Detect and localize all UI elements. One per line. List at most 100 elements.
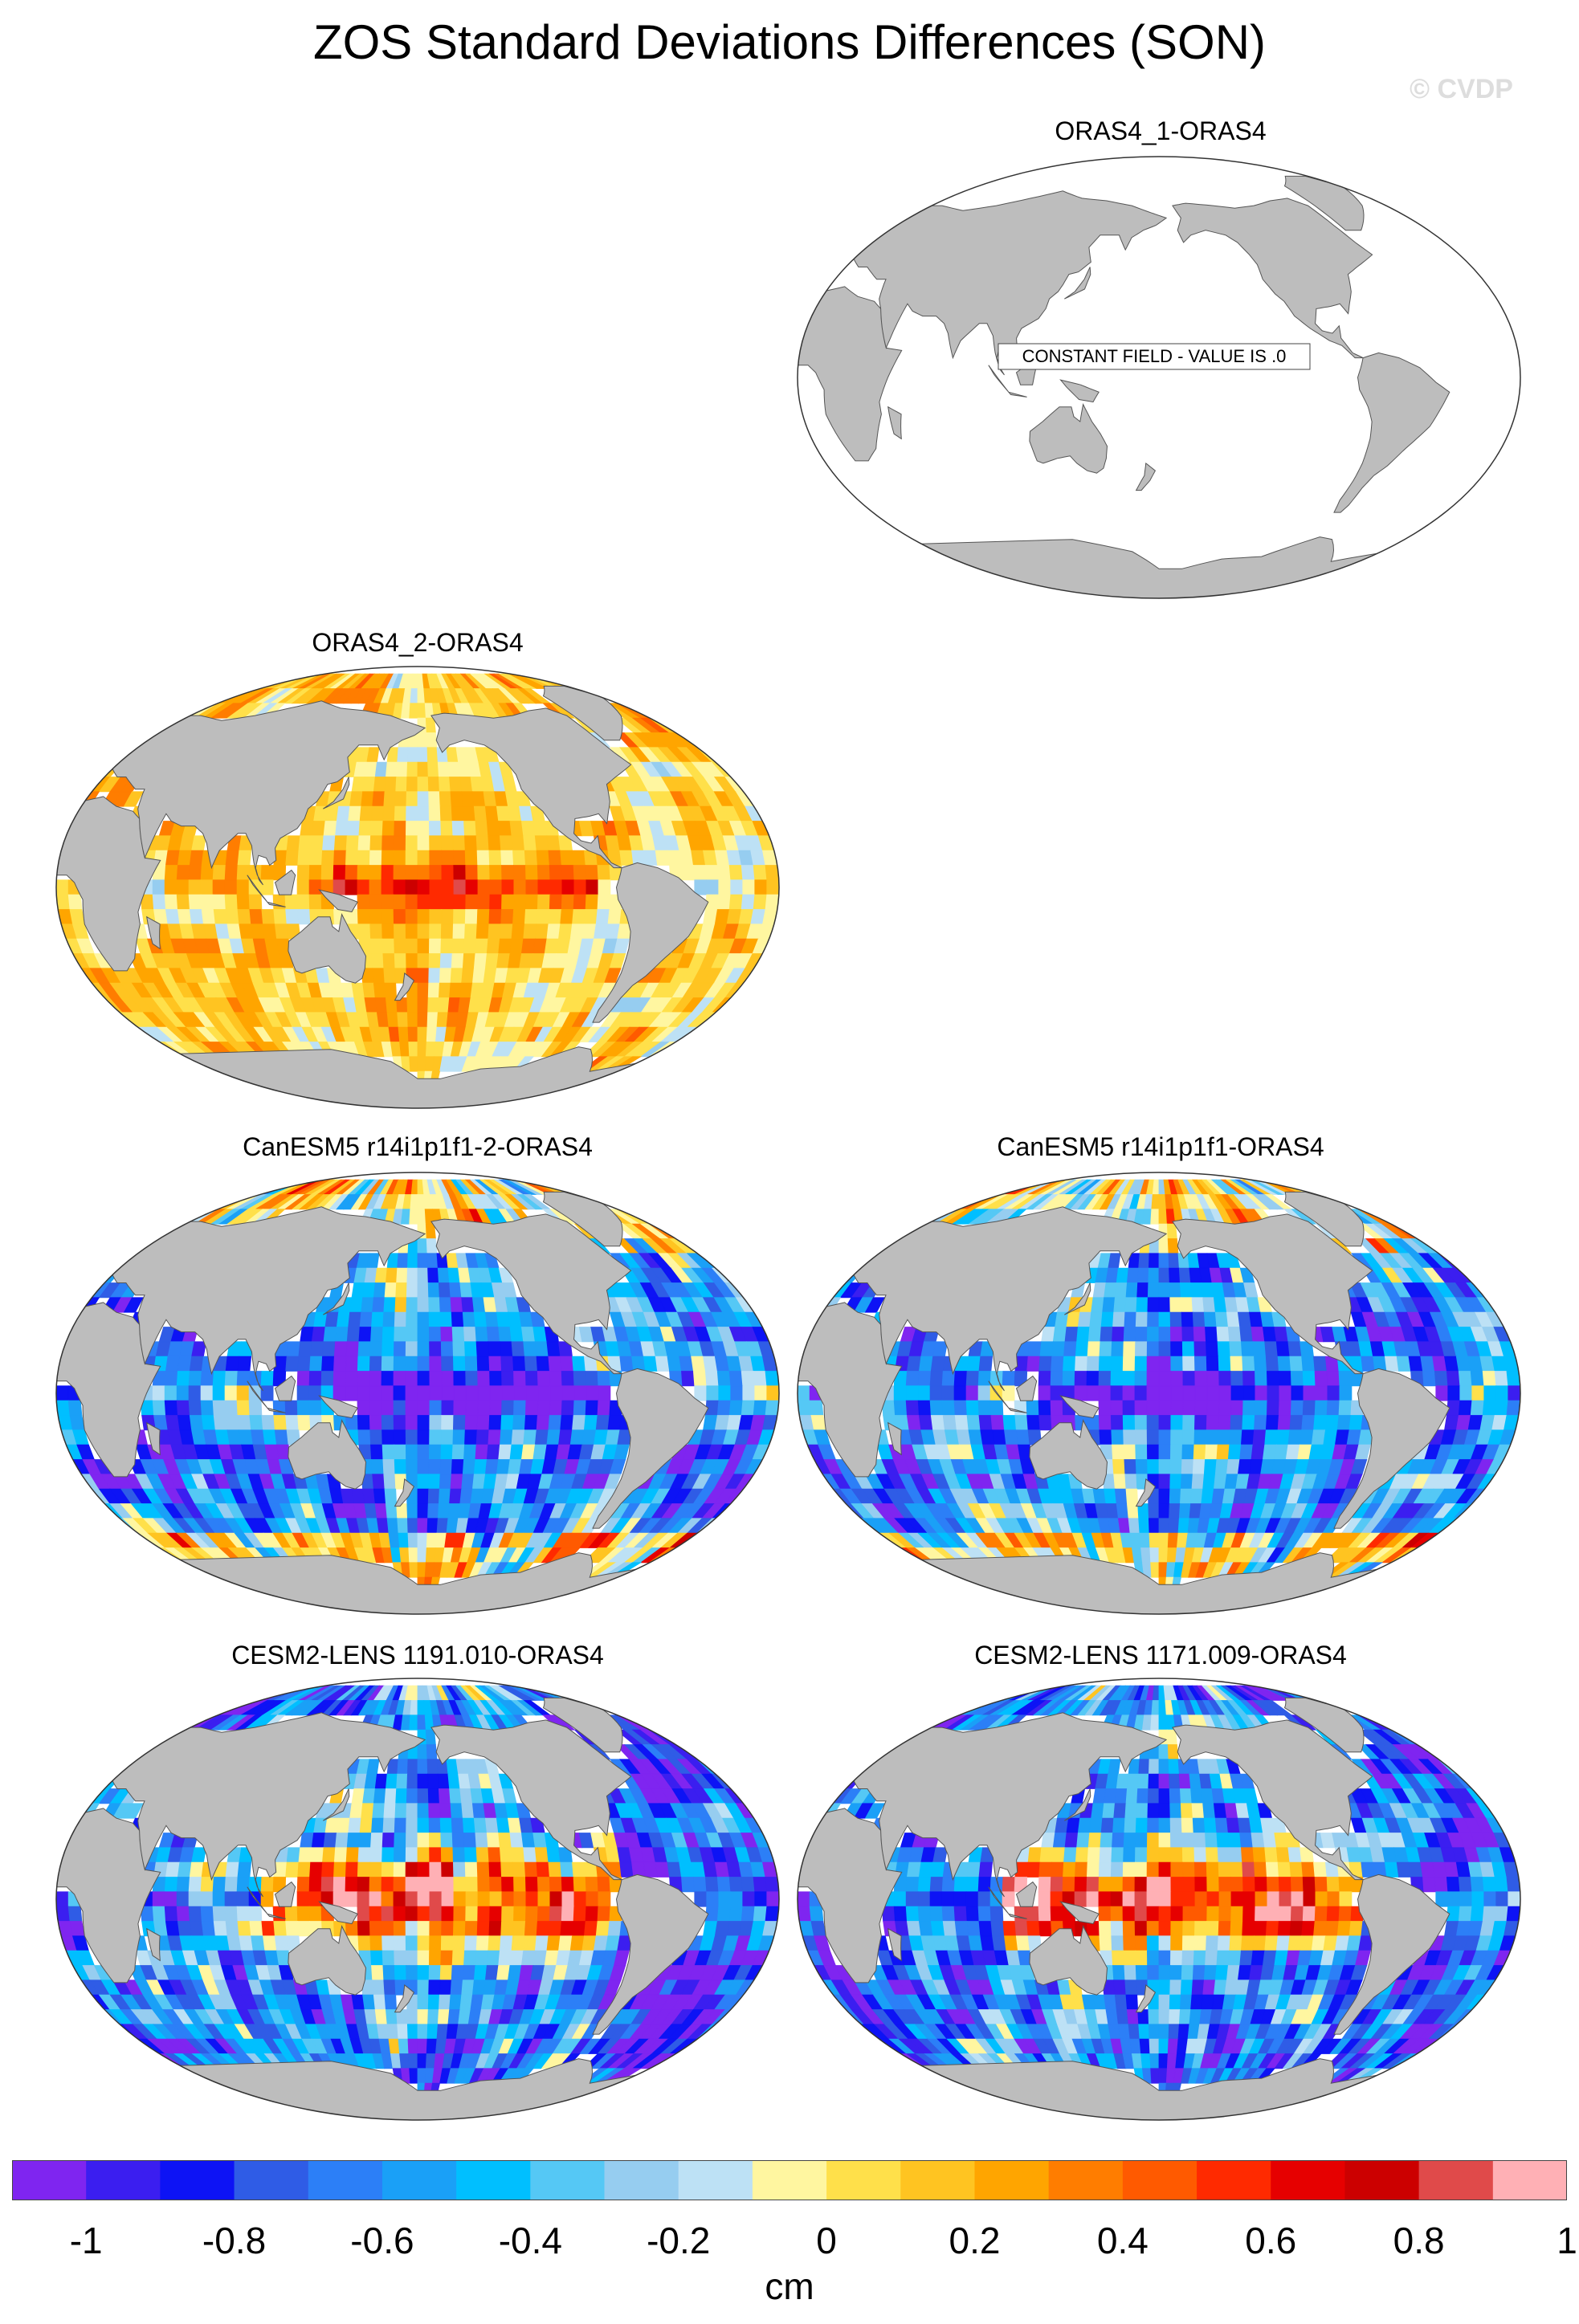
field-cell — [406, 791, 418, 807]
field-cell — [1327, 1385, 1340, 1401]
field-cell — [548, 1415, 562, 1431]
field-cell — [345, 850, 359, 866]
field-cell — [1384, 1356, 1400, 1372]
field-cell — [1116, 1267, 1129, 1283]
field-cell — [473, 953, 488, 969]
field-cell — [475, 938, 489, 954]
field-cell — [573, 1891, 587, 1907]
field-cell — [417, 1341, 430, 1357]
field-cell — [399, 1547, 410, 1564]
field-cell — [308, 865, 322, 881]
field-cell — [1147, 1282, 1160, 1299]
field-cell — [525, 879, 539, 895]
field-cell — [1137, 1267, 1149, 1283]
field-cell — [364, 1267, 377, 1283]
field-cell — [393, 923, 406, 940]
field-cell — [1290, 1400, 1304, 1416]
field-cell — [441, 894, 455, 910]
field-cell — [509, 1950, 524, 1966]
field-cell — [345, 1356, 359, 1372]
field-cell — [406, 747, 418, 763]
field-cell — [1168, 1759, 1180, 1775]
field-cell — [417, 1891, 430, 1907]
field-cell — [152, 1385, 165, 1401]
field-cell — [345, 865, 358, 881]
field-cell — [511, 1429, 525, 1445]
field-cell — [461, 1297, 475, 1313]
field-cell — [176, 1385, 190, 1401]
field-cell — [428, 1803, 441, 1819]
field-cell — [498, 1950, 512, 1966]
field-cell — [1494, 1400, 1509, 1416]
field-cell — [405, 923, 418, 940]
field-cell — [263, 1429, 277, 1445]
field-cell — [1126, 1267, 1140, 1283]
field-cell — [1495, 1385, 1509, 1401]
field-cell — [426, 1253, 439, 1269]
field-cell — [573, 1877, 587, 1893]
field-cell — [475, 1444, 489, 1460]
field-cell — [525, 1385, 539, 1401]
field-cell — [489, 1891, 503, 1907]
field-cell — [1026, 1400, 1040, 1416]
field-cell — [524, 1861, 538, 1878]
field-cell — [597, 1906, 611, 1922]
field-cell — [754, 1385, 768, 1401]
field-cell — [560, 850, 574, 866]
field-cell — [440, 1847, 454, 1863]
field-cell — [486, 1327, 500, 1343]
field-cell — [1338, 1371, 1353, 1387]
field-cell — [463, 1327, 477, 1343]
field-cell — [427, 1267, 439, 1283]
field-cell — [400, 703, 411, 719]
field-cell — [461, 1803, 475, 1819]
field-cell — [1158, 1415, 1172, 1431]
field-cell — [498, 821, 512, 837]
field-cell — [390, 2053, 402, 2069]
field-cell — [450, 968, 463, 984]
field-cell — [440, 1444, 454, 1460]
field-cell — [546, 1847, 561, 1863]
field-cell — [1114, 1788, 1128, 1804]
field-cell — [1150, 1209, 1160, 1225]
field-cell — [453, 1877, 467, 1893]
field-cell — [437, 1267, 451, 1283]
field-cell — [323, 1327, 337, 1343]
field-cell — [462, 1459, 476, 1475]
field-cell — [165, 1861, 181, 1878]
field-cell — [397, 2024, 409, 2040]
field-cell — [417, 1459, 430, 1475]
field-cell — [357, 1935, 371, 1951]
field-cell — [463, 938, 477, 954]
field-cell — [251, 923, 266, 940]
field-cell — [369, 1847, 383, 1863]
field-cell — [501, 1400, 515, 1416]
field-cell — [177, 850, 193, 866]
field-cell — [417, 1833, 430, 1849]
field-cell — [361, 1803, 374, 1819]
field-cell — [381, 894, 394, 910]
field-cell — [597, 1371, 611, 1387]
field-cell — [477, 894, 491, 910]
field-cell — [429, 1356, 443, 1372]
field-cell — [450, 1803, 463, 1819]
field-cell — [716, 894, 732, 910]
field-cell — [452, 1429, 466, 1445]
field-cell — [523, 1935, 537, 1951]
field-cell — [464, 1429, 478, 1445]
field-cell — [741, 894, 756, 910]
field-cell — [428, 1817, 442, 1833]
field-cell — [754, 1891, 768, 1907]
field-cell — [189, 909, 204, 925]
field-cell — [236, 1891, 250, 1907]
field-cell — [236, 894, 251, 910]
field-cell — [1074, 1371, 1087, 1387]
field-cell — [489, 1371, 503, 1387]
field-cell — [1287, 1341, 1303, 1357]
field-cell — [1146, 1429, 1160, 1445]
field-cell — [1242, 1356, 1255, 1372]
field-cell — [417, 1253, 429, 1269]
field-cell — [248, 1906, 263, 1922]
field-cell — [451, 1311, 464, 1327]
field-cell — [260, 1371, 275, 1387]
